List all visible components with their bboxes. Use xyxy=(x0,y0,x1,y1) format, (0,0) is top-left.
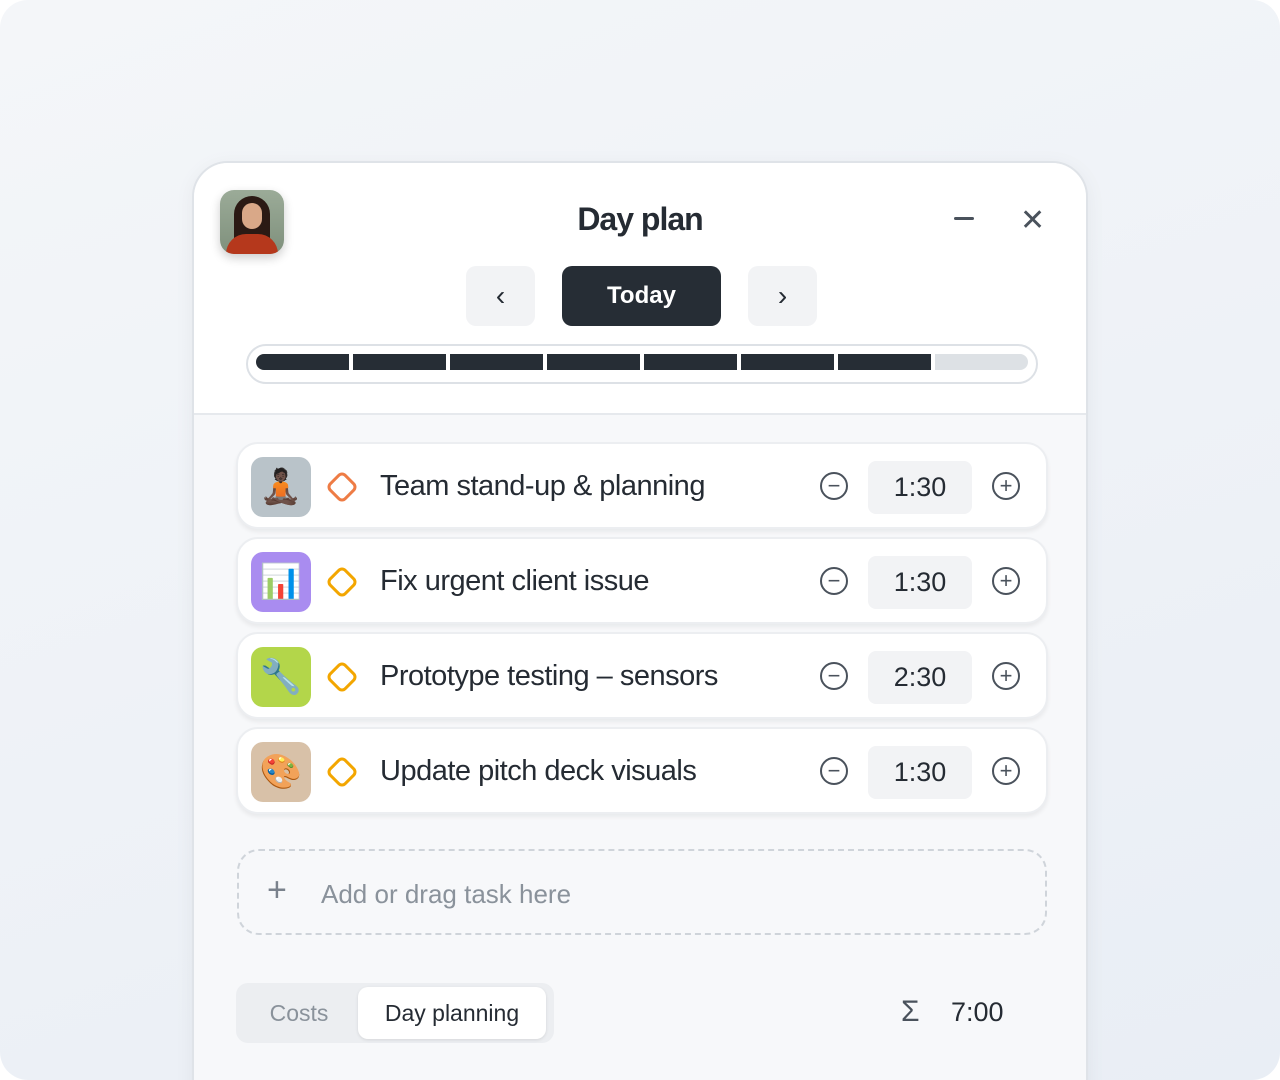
total-duration: 7:00 xyxy=(951,997,1004,1027)
task-name: Team stand-up & planning xyxy=(380,470,705,502)
task-name: Prototype testing – sensors xyxy=(380,660,718,692)
sigma-icon: Σ xyxy=(901,995,920,1028)
today-button[interactable]: Today xyxy=(562,266,721,326)
progress-segment xyxy=(450,354,543,370)
minus-icon: − xyxy=(827,568,841,593)
view-toggle: Costs Day planning xyxy=(236,983,554,1043)
task-name: Update pitch deck visuals xyxy=(380,755,697,787)
chevron-left-icon: ‹ xyxy=(495,280,506,311)
task-duration[interactable]: 2:30 xyxy=(868,651,972,704)
prev-day-button[interactable]: ‹ xyxy=(466,266,535,326)
minus-icon: − xyxy=(827,663,841,688)
status-diamond-icon[interactable] xyxy=(325,470,359,504)
increase-duration-button[interactable]: + xyxy=(992,472,1020,500)
progress-segment xyxy=(644,354,737,370)
progress-segment xyxy=(353,354,446,370)
close-icon[interactable]: ✕ xyxy=(1020,204,1046,237)
progress-segment xyxy=(547,354,640,370)
task-row[interactable]: 📊 Fix urgent client issue − 1:30 + xyxy=(236,537,1048,624)
decrease-duration-button[interactable]: − xyxy=(820,567,848,595)
plus-icon: + xyxy=(267,871,287,909)
increase-duration-button[interactable]: + xyxy=(992,567,1020,595)
decrease-duration-button[interactable]: − xyxy=(820,472,848,500)
status-diamond-icon[interactable] xyxy=(325,755,359,789)
day-progress-bar xyxy=(246,344,1038,384)
wrench-icon: 🔧 xyxy=(251,647,311,707)
task-duration[interactable]: 1:30 xyxy=(868,556,972,609)
bar-chart-icon: 📊 xyxy=(251,552,311,612)
plus-icon: + xyxy=(999,663,1013,688)
increase-duration-button[interactable]: + xyxy=(992,757,1020,785)
palette-icon: 🎨 xyxy=(251,742,311,802)
plus-icon: + xyxy=(999,758,1013,783)
person-meditating-icon: 🧘🏿 xyxy=(251,457,311,517)
page-title: Day plan xyxy=(577,201,703,237)
status-diamond-icon[interactable] xyxy=(325,660,359,694)
progress-segment xyxy=(741,354,834,370)
task-row[interactable]: 🎨 Update pitch deck visuals − 1:30 + xyxy=(236,727,1048,814)
task-duration[interactable]: 1:30 xyxy=(868,746,972,799)
minimize-icon[interactable] xyxy=(954,217,974,220)
chevron-right-icon: › xyxy=(777,280,788,311)
plus-icon: + xyxy=(999,473,1013,498)
status-diamond-icon[interactable] xyxy=(325,565,359,599)
header: Day plan ✕ ‹ Today › xyxy=(194,163,1086,415)
next-day-button[interactable]: › xyxy=(748,266,817,326)
minus-icon: − xyxy=(827,473,841,498)
decrease-duration-button[interactable]: − xyxy=(820,662,848,690)
progress-segment xyxy=(256,354,349,370)
tab-costs[interactable]: Costs xyxy=(269,999,329,1026)
task-row[interactable]: 🔧 Prototype testing – sensors − 2:30 + xyxy=(236,632,1048,719)
task-name: Fix urgent client issue xyxy=(380,565,649,597)
day-plan-window: Day plan ✕ ‹ Today › 🧘🏿 Team stand-up & … xyxy=(192,161,1088,1080)
avatar[interactable] xyxy=(220,190,284,254)
add-task-label: Add or drag task here xyxy=(321,879,572,909)
plus-icon: + xyxy=(999,568,1013,593)
progress-segment xyxy=(838,354,931,370)
task-row[interactable]: 🧘🏿 Team stand-up & planning − 1:30 + xyxy=(236,442,1048,529)
minus-icon: − xyxy=(827,758,841,783)
task-duration[interactable]: 1:30 xyxy=(868,461,972,514)
increase-duration-button[interactable]: + xyxy=(992,662,1020,690)
tab-day-planning[interactable]: Day planning xyxy=(358,987,546,1039)
add-task-dropzone[interactable]: + Add or drag task here xyxy=(237,849,1047,935)
progress-segment xyxy=(935,354,1028,370)
decrease-duration-button[interactable]: − xyxy=(820,757,848,785)
